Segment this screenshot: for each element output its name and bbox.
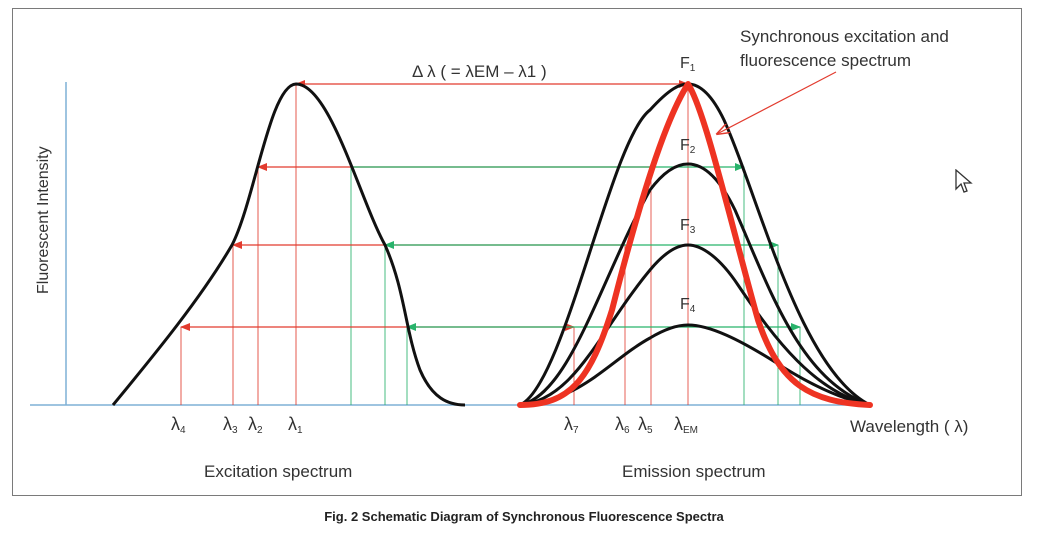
callout-line-1: Synchronous excitation and — [740, 27, 949, 46]
tick-label-lambda-2: λ2 — [248, 414, 263, 436]
emission-curve-f4 — [519, 323, 871, 407]
peak-label-f1: F1 — [680, 55, 696, 74]
mouse-cursor-icon — [955, 169, 973, 193]
x-axis-label: Wavelength ( λ) — [850, 417, 968, 436]
emission-curve-f3 — [519, 243, 871, 407]
peak-label-f2: F2 — [680, 137, 696, 156]
peak-label-f4: F4 — [680, 296, 696, 315]
delta-lambda-label: Δ λ ( = λEM – λ1 ) — [412, 62, 547, 81]
tick-label-lambda-em: λEM — [674, 414, 698, 436]
tick-label-lambda-4: λ4 — [171, 414, 186, 436]
excitation-spectrum-label: Excitation spectrum — [204, 462, 352, 481]
callout-arrow — [717, 71, 837, 134]
synchronous-spectrum-curve — [517, 81, 873, 408]
tick-label-lambda-6: λ6 — [615, 414, 630, 436]
emission-curve-f2 — [519, 162, 871, 407]
y-axis-label: Fluorescent Intensity — [35, 146, 52, 294]
figure-caption: Fig. 2 Schematic Diagram of Synchronous … — [324, 509, 724, 524]
shift-arrows — [180, 80, 801, 331]
tick-label-lambda-7: λ7 — [564, 414, 579, 436]
tick-label-lambda-5: λ5 — [638, 414, 653, 436]
diagram-frame — [12, 8, 1022, 496]
tick-label-lambda-3: λ3 — [223, 414, 238, 436]
tick-label-lambda-1: λ1 — [288, 414, 303, 436]
emission-curves — [519, 82, 871, 407]
excitation-curve — [111, 82, 466, 407]
emission-spectrum-label: Emission spectrum — [622, 462, 766, 481]
callout-line-2: fluorescence spectrum — [740, 51, 911, 70]
peak-label-f3: F3 — [680, 217, 696, 236]
